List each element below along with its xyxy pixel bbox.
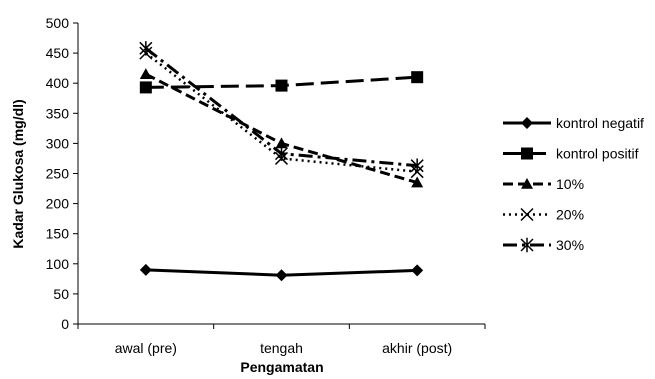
data-point-marker <box>139 41 153 56</box>
data-point-marker <box>411 176 424 188</box>
legend-marker <box>520 207 534 222</box>
legend-marker <box>521 117 533 129</box>
series-30- <box>139 41 424 173</box>
y-tick-label: 350 <box>46 105 70 121</box>
y-axis-title: Kadar Glukosa (mg/dl) <box>10 99 26 248</box>
x-tick-label: tengah <box>260 340 303 356</box>
legend-label: 30% <box>556 237 584 253</box>
legend-item: kontrol negatif <box>503 115 644 131</box>
y-tick-label: 450 <box>46 45 70 61</box>
y-tick-label: 200 <box>46 196 70 212</box>
legend-item: 20% <box>503 207 584 223</box>
legend-item: 30% <box>503 237 584 253</box>
y-tick-label: 50 <box>53 286 69 302</box>
chart-axes: 0 50 100 150 200 250 300 350 400 450 500 awal (pre)… <box>46 15 486 356</box>
legend-label: 10% <box>556 176 584 192</box>
y-tick-label: 250 <box>46 166 70 182</box>
data-point-marker <box>410 158 424 173</box>
y-tick-label: 500 <box>46 15 70 31</box>
data-point-marker <box>411 71 424 84</box>
y-tick-label: 100 <box>46 256 70 272</box>
legend: kontrol negatif kontrol positif 10% 20% 30% <box>503 115 644 253</box>
x-tick-label: akhir (post) <box>382 340 452 356</box>
y-tick-label: 300 <box>46 135 70 151</box>
series-10- <box>139 68 424 188</box>
legend-label: kontrol positif <box>556 146 639 162</box>
legend-item: 10% <box>503 176 584 192</box>
data-point-marker <box>139 263 152 276</box>
data-point-marker <box>275 137 288 149</box>
data-point-marker <box>274 146 289 161</box>
x-tick-label: awal (pre) <box>115 340 177 356</box>
legend-marker <box>520 237 534 253</box>
data-point-marker <box>275 79 288 92</box>
y-tick-label: 150 <box>46 226 70 242</box>
series-layer <box>139 41 424 282</box>
data-point-marker <box>139 81 152 94</box>
data-point-marker <box>275 269 288 282</box>
legend-item: kontrol positif <box>503 146 639 162</box>
legend-marker <box>521 147 533 160</box>
data-point-marker <box>139 68 152 79</box>
series-kontrol-negatif <box>139 263 424 282</box>
legend-label: 20% <box>556 207 584 223</box>
y-tick-label: 400 <box>46 75 70 91</box>
x-axis-title: Pengamatan <box>240 359 323 375</box>
y-tick-label: 0 <box>61 316 69 332</box>
legend-label: kontrol negatif <box>556 115 644 131</box>
legend-marker <box>521 178 533 189</box>
series-kontrol-positif <box>139 71 424 94</box>
data-point-marker <box>411 264 424 277</box>
